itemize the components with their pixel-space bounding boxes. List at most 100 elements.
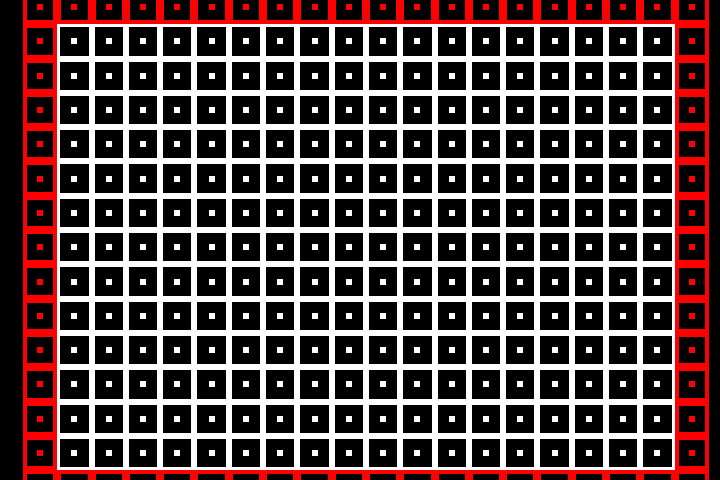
cell-center-dot-white bbox=[277, 347, 284, 354]
grid-cell-white bbox=[194, 58, 229, 93]
cell-center-dot-white bbox=[585, 312, 592, 319]
grid-cell-white bbox=[263, 401, 298, 436]
grid-cell-white bbox=[400, 161, 435, 196]
grid-cell-red bbox=[228, 0, 264, 25]
cell-center-dot-white bbox=[654, 415, 661, 422]
grid-cell-white bbox=[571, 264, 607, 299]
grid-cell-white bbox=[160, 230, 195, 265]
cell-center-dot-white bbox=[380, 209, 387, 216]
grid-cell-red bbox=[365, 470, 401, 480]
grid-cell-white bbox=[434, 161, 469, 196]
cell-center-dot-red bbox=[71, 4, 78, 11]
grid-cell-white bbox=[365, 195, 401, 231]
cell-center-dot-white bbox=[654, 107, 661, 114]
cell-center-dot-white bbox=[654, 175, 661, 182]
cell-center-dot-white bbox=[620, 347, 627, 354]
grid-cell-white bbox=[57, 161, 92, 196]
grid-cell-white bbox=[537, 92, 572, 128]
grid-cell-white bbox=[537, 195, 572, 231]
cell-center-dot-white bbox=[551, 415, 558, 422]
cell-center-dot-white bbox=[105, 107, 112, 114]
cell-center-dot-red bbox=[654, 4, 661, 11]
cell-center-dot-white bbox=[311, 209, 318, 216]
grid-cell-red bbox=[434, 0, 469, 25]
cell-center-dot-white bbox=[380, 278, 387, 285]
grid-cell-red bbox=[674, 264, 709, 299]
cell-center-dot-white bbox=[483, 175, 489, 182]
grid-cell-white bbox=[606, 298, 641, 333]
cell-center-dot-white bbox=[517, 415, 524, 422]
grid-cell-white bbox=[537, 435, 572, 471]
cell-center-dot-white bbox=[277, 415, 284, 422]
cell-center-dot-white bbox=[620, 141, 627, 148]
grid-cell-white bbox=[468, 367, 504, 402]
cell-center-dot-white bbox=[242, 175, 249, 182]
cell-center-dot-white bbox=[483, 415, 489, 422]
cell-center-dot-white bbox=[448, 244, 455, 251]
grid-cell-white bbox=[537, 264, 572, 299]
cell-center-dot-white bbox=[277, 141, 284, 148]
grid-cell-red bbox=[23, 127, 58, 162]
cell-center-dot-white bbox=[620, 244, 627, 251]
grid-cell-white bbox=[160, 401, 195, 436]
cell-center-dot-white bbox=[448, 347, 455, 354]
grid-cell-red bbox=[228, 470, 264, 480]
grid-cell-white bbox=[125, 332, 161, 368]
cell-center-dot-white bbox=[140, 141, 147, 148]
cell-center-dot-red bbox=[688, 415, 695, 422]
grid-cell-white bbox=[400, 435, 435, 471]
cell-center-dot-white bbox=[448, 175, 455, 182]
grid-cell-white bbox=[57, 195, 92, 231]
grid-cell-white bbox=[571, 127, 607, 162]
cell-center-dot-white bbox=[414, 175, 421, 182]
cell-center-dot-red bbox=[37, 209, 44, 216]
grid-cell-white bbox=[125, 435, 161, 471]
cell-center-dot-red bbox=[37, 278, 44, 285]
grid-cell-white bbox=[434, 264, 469, 299]
cell-center-dot-white bbox=[483, 72, 489, 79]
grid-cell-red bbox=[606, 0, 641, 25]
cell-center-dot-white bbox=[414, 450, 421, 456]
cell-center-dot-white bbox=[242, 347, 249, 354]
cell-center-dot-white bbox=[208, 72, 215, 79]
grid-cell-white bbox=[468, 24, 504, 59]
grid-cell-white bbox=[194, 264, 229, 299]
cell-center-dot-red bbox=[37, 312, 44, 319]
cell-center-dot-white bbox=[242, 244, 249, 251]
grid-cell-white bbox=[57, 401, 92, 436]
grid-cell-white bbox=[125, 264, 161, 299]
cell-center-dot-white bbox=[277, 450, 284, 456]
grid-cell-white bbox=[365, 435, 401, 471]
grid-cell-red bbox=[23, 58, 58, 93]
cell-center-dot-white bbox=[448, 38, 455, 45]
cell-center-dot-white bbox=[277, 38, 284, 45]
cell-center-dot-white bbox=[105, 175, 112, 182]
cell-center-dot-white bbox=[174, 38, 181, 45]
cell-center-dot-white bbox=[448, 278, 455, 285]
grid-cell-white bbox=[125, 298, 161, 333]
cell-center-dot-white bbox=[620, 312, 627, 319]
grid-cell-white bbox=[503, 195, 538, 231]
grid-cell-red bbox=[674, 470, 709, 480]
cell-center-dot-white bbox=[517, 244, 524, 251]
grid-cell-white bbox=[263, 230, 298, 265]
cell-center-dot-white bbox=[105, 209, 112, 216]
cell-center-dot-white bbox=[448, 450, 455, 456]
grid-cell-white bbox=[640, 195, 675, 231]
cell-center-dot-white bbox=[174, 209, 181, 216]
grid-cell-white bbox=[228, 161, 264, 196]
cell-center-dot-white bbox=[174, 312, 181, 319]
grid-cell-white bbox=[434, 367, 469, 402]
grid-cell-white bbox=[91, 264, 126, 299]
cell-center-dot-white bbox=[71, 72, 78, 79]
grid-cell-white bbox=[365, 298, 401, 333]
cell-center-dot-white bbox=[517, 107, 524, 114]
cell-center-dot-white bbox=[311, 312, 318, 319]
grid-cell-white bbox=[640, 58, 675, 93]
cell-center-dot-white bbox=[208, 450, 215, 456]
cell-center-dot-white bbox=[654, 278, 661, 285]
cell-center-dot-white bbox=[208, 278, 215, 285]
grid-cell-white bbox=[503, 298, 538, 333]
grid-cell-white bbox=[125, 24, 161, 59]
cell-center-dot-white bbox=[140, 107, 147, 114]
